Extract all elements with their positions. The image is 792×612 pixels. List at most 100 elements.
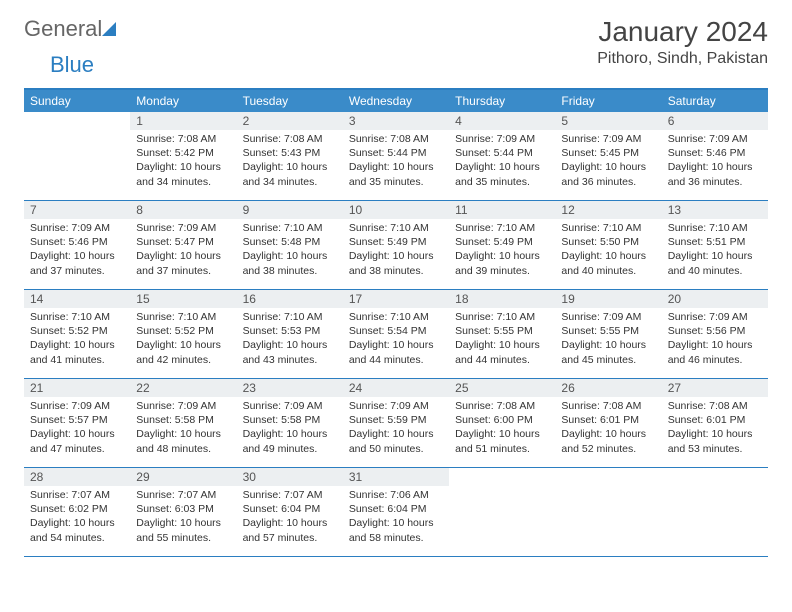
day-number: 14	[24, 290, 130, 308]
daylight-text: Daylight: 10 hours and 39 minutes.	[455, 249, 549, 277]
day-number: 17	[343, 290, 449, 308]
sunrise-text: Sunrise: 7:09 AM	[30, 221, 124, 235]
calendar-cell: 8Sunrise: 7:09 AMSunset: 5:47 PMDaylight…	[130, 201, 236, 289]
day-number: 2	[237, 112, 343, 130]
sunset-text: Sunset: 6:02 PM	[30, 502, 124, 516]
daylight-text: Daylight: 10 hours and 35 minutes.	[349, 160, 443, 188]
sunset-text: Sunset: 5:58 PM	[243, 413, 337, 427]
calendar-cell: 25Sunrise: 7:08 AMSunset: 6:00 PMDayligh…	[449, 379, 555, 467]
sunrise-text: Sunrise: 7:09 AM	[349, 399, 443, 413]
sunrise-text: Sunrise: 7:09 AM	[668, 132, 762, 146]
sunrise-text: Sunrise: 7:06 AM	[349, 488, 443, 502]
sunrise-text: Sunrise: 7:08 AM	[349, 132, 443, 146]
sunset-text: Sunset: 5:57 PM	[30, 413, 124, 427]
sunset-text: Sunset: 5:46 PM	[30, 235, 124, 249]
sunrise-text: Sunrise: 7:10 AM	[349, 310, 443, 324]
cell-body: Sunrise: 7:09 AMSunset: 5:55 PMDaylight:…	[555, 308, 661, 371]
logo-triangle-icon	[102, 22, 116, 36]
sunrise-text: Sunrise: 7:10 AM	[136, 310, 230, 324]
week-row: 28Sunrise: 7:07 AMSunset: 6:02 PMDayligh…	[24, 468, 768, 557]
day-number: 27	[662, 379, 768, 397]
daylight-text: Daylight: 10 hours and 36 minutes.	[561, 160, 655, 188]
sunset-text: Sunset: 5:44 PM	[349, 146, 443, 160]
calendar-cell: 6Sunrise: 7:09 AMSunset: 5:46 PMDaylight…	[662, 112, 768, 200]
sunrise-text: Sunrise: 7:09 AM	[455, 132, 549, 146]
day-number: 4	[449, 112, 555, 130]
day-header-row: SundayMondayTuesdayWednesdayThursdayFrid…	[24, 90, 768, 112]
sunrise-text: Sunrise: 7:10 AM	[561, 221, 655, 235]
cell-body: Sunrise: 7:10 AMSunset: 5:49 PMDaylight:…	[343, 219, 449, 282]
cell-body: Sunrise: 7:08 AMSunset: 6:00 PMDaylight:…	[449, 397, 555, 460]
sunrise-text: Sunrise: 7:09 AM	[136, 399, 230, 413]
daylight-text: Daylight: 10 hours and 38 minutes.	[349, 249, 443, 277]
calendar-cell: 27Sunrise: 7:08 AMSunset: 6:01 PMDayligh…	[662, 379, 768, 467]
daylight-text: Daylight: 10 hours and 41 minutes.	[30, 338, 124, 366]
day-number: 31	[343, 468, 449, 486]
daylight-text: Daylight: 10 hours and 57 minutes.	[243, 516, 337, 544]
week-row: 1Sunrise: 7:08 AMSunset: 5:42 PMDaylight…	[24, 112, 768, 201]
day-number: 16	[237, 290, 343, 308]
calendar-cell: 21Sunrise: 7:09 AMSunset: 5:57 PMDayligh…	[24, 379, 130, 467]
daylight-text: Daylight: 10 hours and 48 minutes.	[136, 427, 230, 455]
cell-body: Sunrise: 7:10 AMSunset: 5:55 PMDaylight:…	[449, 308, 555, 371]
sunrise-text: Sunrise: 7:07 AM	[30, 488, 124, 502]
calendar-cell: 24Sunrise: 7:09 AMSunset: 5:59 PMDayligh…	[343, 379, 449, 467]
sunset-text: Sunset: 5:55 PM	[561, 324, 655, 338]
sunrise-text: Sunrise: 7:08 AM	[561, 399, 655, 413]
sunset-text: Sunset: 5:52 PM	[30, 324, 124, 338]
sunrise-text: Sunrise: 7:10 AM	[455, 310, 549, 324]
cell-body: Sunrise: 7:10 AMSunset: 5:51 PMDaylight:…	[662, 219, 768, 282]
logo: General	[24, 16, 118, 42]
calendar-cell: 4Sunrise: 7:09 AMSunset: 5:44 PMDaylight…	[449, 112, 555, 200]
sunrise-text: Sunrise: 7:08 AM	[243, 132, 337, 146]
sunrise-text: Sunrise: 7:08 AM	[668, 399, 762, 413]
sunrise-text: Sunrise: 7:08 AM	[455, 399, 549, 413]
day-number: 25	[449, 379, 555, 397]
day-number: 7	[24, 201, 130, 219]
sunset-text: Sunset: 5:47 PM	[136, 235, 230, 249]
calendar-cell: 17Sunrise: 7:10 AMSunset: 5:54 PMDayligh…	[343, 290, 449, 378]
day-header: Saturday	[662, 90, 768, 112]
sunset-text: Sunset: 5:45 PM	[561, 146, 655, 160]
sunrise-text: Sunrise: 7:09 AM	[668, 310, 762, 324]
sunrise-text: Sunrise: 7:10 AM	[349, 221, 443, 235]
sunset-text: Sunset: 5:50 PM	[561, 235, 655, 249]
cell-body: Sunrise: 7:07 AMSunset: 6:02 PMDaylight:…	[24, 486, 130, 549]
sunset-text: Sunset: 6:00 PM	[455, 413, 549, 427]
calendar-cell: 28Sunrise: 7:07 AMSunset: 6:02 PMDayligh…	[24, 468, 130, 556]
calendar-cell: 29Sunrise: 7:07 AMSunset: 6:03 PMDayligh…	[130, 468, 236, 556]
calendar-cell: 16Sunrise: 7:10 AMSunset: 5:53 PMDayligh…	[237, 290, 343, 378]
daylight-text: Daylight: 10 hours and 38 minutes.	[243, 249, 337, 277]
calendar-cell	[662, 468, 768, 556]
calendar-cell: 23Sunrise: 7:09 AMSunset: 5:58 PMDayligh…	[237, 379, 343, 467]
sunset-text: Sunset: 5:44 PM	[455, 146, 549, 160]
day-number: 13	[662, 201, 768, 219]
calendar-cell: 3Sunrise: 7:08 AMSunset: 5:44 PMDaylight…	[343, 112, 449, 200]
cell-body: Sunrise: 7:10 AMSunset: 5:52 PMDaylight:…	[130, 308, 236, 371]
day-header: Tuesday	[237, 90, 343, 112]
cell-body: Sunrise: 7:07 AMSunset: 6:04 PMDaylight:…	[237, 486, 343, 549]
day-number: 29	[130, 468, 236, 486]
title-block: January 2024 Pithoro, Sindh, Pakistan	[597, 16, 768, 68]
cell-body: Sunrise: 7:06 AMSunset: 6:04 PMDaylight:…	[343, 486, 449, 549]
cell-body: Sunrise: 7:10 AMSunset: 5:52 PMDaylight:…	[24, 308, 130, 371]
cell-body: Sunrise: 7:09 AMSunset: 5:57 PMDaylight:…	[24, 397, 130, 460]
daylight-text: Daylight: 10 hours and 50 minutes.	[349, 427, 443, 455]
daylight-text: Daylight: 10 hours and 40 minutes.	[668, 249, 762, 277]
sunrise-text: Sunrise: 7:09 AM	[30, 399, 124, 413]
sunset-text: Sunset: 6:03 PM	[136, 502, 230, 516]
calendar-cell: 18Sunrise: 7:10 AMSunset: 5:55 PMDayligh…	[449, 290, 555, 378]
day-number: 1	[130, 112, 236, 130]
sunset-text: Sunset: 5:49 PM	[349, 235, 443, 249]
daylight-text: Daylight: 10 hours and 44 minutes.	[455, 338, 549, 366]
day-header: Friday	[555, 90, 661, 112]
cell-body: Sunrise: 7:09 AMSunset: 5:58 PMDaylight:…	[237, 397, 343, 460]
cell-body: Sunrise: 7:09 AMSunset: 5:46 PMDaylight:…	[662, 130, 768, 193]
week-row: 14Sunrise: 7:10 AMSunset: 5:52 PMDayligh…	[24, 290, 768, 379]
day-header: Wednesday	[343, 90, 449, 112]
sunset-text: Sunset: 5:54 PM	[349, 324, 443, 338]
day-number: 20	[662, 290, 768, 308]
daylight-text: Daylight: 10 hours and 55 minutes.	[136, 516, 230, 544]
cell-body: Sunrise: 7:09 AMSunset: 5:58 PMDaylight:…	[130, 397, 236, 460]
calendar-cell	[24, 112, 130, 200]
